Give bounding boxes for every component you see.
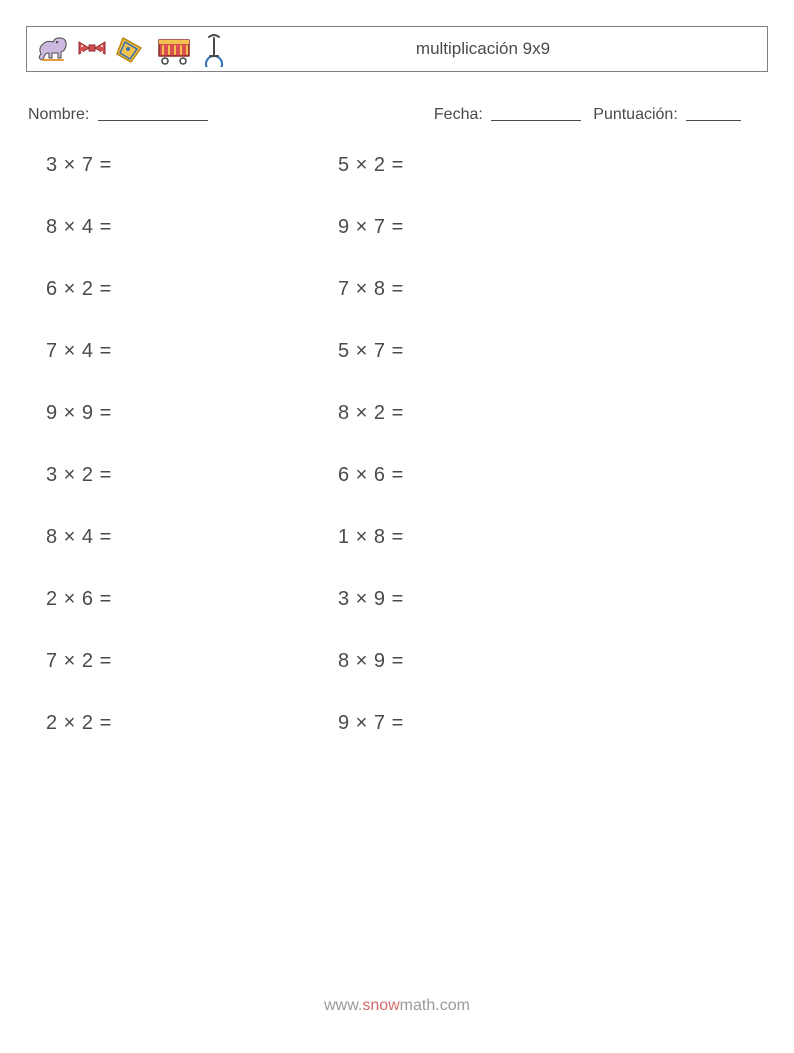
unicycle-icon	[201, 31, 227, 67]
bowtie-icon	[75, 32, 109, 66]
name-blank[interactable]	[98, 104, 208, 121]
problems-col-2: 5 × 2 = 9 × 7 = 7 × 8 = 5 × 7 = 8 × 2 = 6 × 6…	[338, 154, 630, 735]
problem: 3 × 9 =	[338, 588, 630, 611]
header-icons	[35, 31, 227, 67]
problem: 3 × 2 =	[46, 464, 338, 487]
footer-url: www.snowmath.com	[0, 997, 794, 1015]
problem: 7 × 8 =	[338, 278, 630, 301]
problem: 7 × 2 =	[46, 650, 338, 673]
problem: 6 × 2 =	[46, 278, 338, 301]
wagon-icon	[155, 32, 195, 66]
date-field: Fecha:	[434, 102, 581, 124]
problem: 9 × 9 =	[46, 402, 338, 425]
problem: 9 × 7 =	[338, 216, 630, 239]
problems-grid: 3 × 7 = 8 × 4 = 6 × 2 = 7 × 4 = 9 × 9 = 3 × 2…	[26, 154, 768, 735]
problem: 3 × 7 =	[46, 154, 338, 177]
footer-prefix: www.	[324, 997, 362, 1014]
problem: 5 × 2 =	[338, 154, 630, 177]
problem: 7 × 4 =	[46, 340, 338, 363]
problem: 2 × 2 =	[46, 712, 338, 735]
worksheet-header: multiplicación 9x9	[26, 26, 768, 72]
date-blank[interactable]	[491, 104, 581, 121]
score-blank[interactable]	[686, 104, 741, 121]
meta-row: Nombre: Fecha: Puntuación:	[26, 102, 768, 124]
name-field: Nombre:	[28, 102, 434, 124]
problem: 9 × 7 =	[338, 712, 630, 735]
problem: 1 × 8 =	[338, 526, 630, 549]
problem: 8 × 4 =	[46, 216, 338, 239]
footer-suffix: math.com	[400, 997, 470, 1014]
ticket-icon	[115, 32, 149, 66]
elephant-icon	[35, 32, 69, 66]
score-field: Puntuación:	[593, 102, 741, 124]
problem: 8 × 4 =	[46, 526, 338, 549]
worksheet-title: multiplicación 9x9	[227, 39, 759, 59]
problem: 8 × 9 =	[338, 650, 630, 673]
footer-highlight: snow	[362, 997, 399, 1014]
problem: 5 × 7 =	[338, 340, 630, 363]
problems-col-1: 3 × 7 = 8 × 4 = 6 × 2 = 7 × 4 = 9 × 9 = 3 × 2…	[46, 154, 338, 735]
problem: 8 × 2 =	[338, 402, 630, 425]
date-label: Fecha:	[434, 106, 483, 123]
score-label: Puntuación:	[593, 106, 678, 123]
problem: 2 × 6 =	[46, 588, 338, 611]
problem: 6 × 6 =	[338, 464, 630, 487]
name-label: Nombre:	[28, 106, 89, 123]
